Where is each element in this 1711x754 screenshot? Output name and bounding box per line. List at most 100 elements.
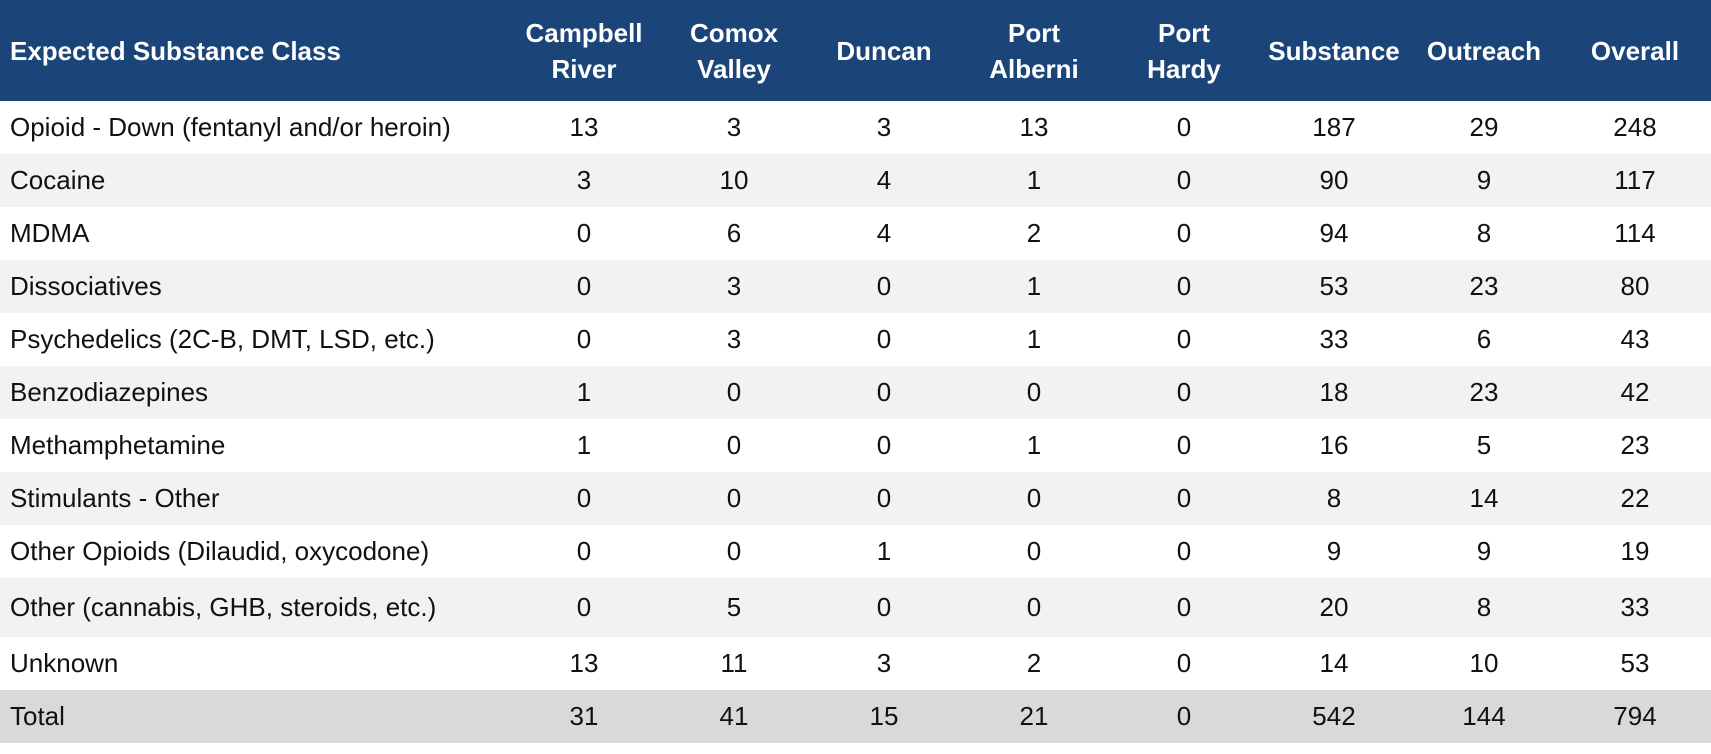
cell-value: 0 (576, 324, 592, 354)
cell-value: 8 (1326, 483, 1342, 513)
total-value: 542 (1312, 701, 1356, 731)
table-row: Dissociatives 0 3 0 1 0 53 23 80 (0, 260, 1711, 313)
row-label: Cocaine (10, 165, 106, 195)
cell-value: 0 (576, 592, 592, 622)
total-label: Total (10, 701, 65, 731)
table-body: Opioid - Down (fentanyl and/or heroin) 13… (0, 101, 1711, 690)
cell-value: 29 (1469, 112, 1499, 142)
cell-value: 9 (1476, 536, 1492, 566)
total-value: 144 (1462, 701, 1506, 731)
row-label: Unknown (10, 648, 119, 678)
cell-value: 9 (1326, 536, 1342, 566)
cell-value: 80 (1620, 271, 1650, 301)
total-value: 15 (869, 701, 899, 731)
cell-value: 23 (1620, 430, 1650, 460)
cell-value: 6 (1476, 324, 1492, 354)
header-row: Expected Substance Class Campbell River Co… (0, 0, 1711, 101)
table-row: Methamphetamine 1 0 0 1 0 16 5 23 (0, 419, 1711, 472)
cell-value: 0 (576, 483, 592, 513)
row-label: MDMA (10, 218, 90, 248)
column-header-expected-substance-class: Expected Substance Class (10, 35, 341, 66)
cell-value: 3 (726, 112, 742, 142)
row-label: Opioid - Down (fentanyl and/or heroin) (10, 112, 451, 142)
cell-value: 0 (1176, 430, 1192, 460)
cell-value: 19 (1620, 536, 1650, 566)
cell-value: 0 (876, 592, 892, 622)
cell-value: 10 (1469, 648, 1499, 678)
row-label: Stimulants - Other (10, 483, 220, 513)
cell-value: 11 (720, 648, 748, 678)
cell-value: 42 (1620, 377, 1650, 407)
cell-value: 0 (1026, 483, 1042, 513)
column-header-port-alberni: Port Alberni (989, 17, 1079, 84)
cell-value: 23 (1469, 377, 1499, 407)
cell-value: 23 (1469, 271, 1499, 301)
cell-value: 0 (876, 377, 892, 407)
table-row: Cocaine 3 10 4 1 0 90 9 117 (0, 154, 1711, 207)
cell-value: 0 (1176, 165, 1192, 195)
cell-value: 0 (1176, 377, 1192, 407)
cell-value: 117 (1614, 165, 1656, 195)
cell-value: 1 (576, 377, 592, 407)
cell-value: 18 (1319, 377, 1349, 407)
cell-value: 0 (1026, 536, 1042, 566)
column-header-port-hardy: Port Hardy (1147, 17, 1221, 84)
cell-value: 0 (876, 430, 892, 460)
cell-value: 53 (1319, 271, 1349, 301)
table-row: Benzodiazepines 1 0 0 0 0 18 23 42 (0, 366, 1711, 419)
cell-value: 0 (576, 271, 592, 301)
cell-value: 0 (726, 377, 742, 407)
cell-value: 0 (1176, 271, 1192, 301)
cell-value: 33 (1620, 592, 1650, 622)
cell-value: 0 (1176, 218, 1192, 248)
table-row: Opioid - Down (fentanyl and/or heroin) 13… (0, 101, 1711, 154)
column-header-outreach: Outreach (1426, 35, 1542, 66)
row-label: Benzodiazepines (10, 377, 209, 407)
cell-value: 9 (1476, 165, 1492, 195)
cell-value: 4 (876, 218, 892, 248)
row-label: Dissociatives (10, 271, 162, 301)
cell-value: 114 (1614, 218, 1656, 248)
cell-value: 94 (1319, 218, 1349, 248)
cell-value: 0 (1176, 592, 1192, 622)
table-row: Other (cannabis, GHB, steroids, etc.) 0 5 0… (0, 578, 1711, 637)
cell-value: 10 (719, 165, 749, 195)
total-value: 31 (569, 701, 599, 731)
cell-value: 13 (569, 112, 599, 142)
cell-value: 1 (1026, 165, 1042, 195)
cell-value: 1 (1026, 430, 1042, 460)
cell-value: 3 (576, 165, 592, 195)
cell-value: 0 (876, 324, 892, 354)
total-value: 41 (719, 701, 749, 731)
cell-value: 0 (1176, 536, 1192, 566)
row-label: Methamphetamine (10, 430, 226, 460)
cell-value: 1 (876, 536, 892, 566)
total-value: 21 (1019, 701, 1049, 731)
cell-value: 0 (876, 483, 892, 513)
cell-value: 43 (1620, 324, 1650, 354)
total-row: Total 31 41 15 21 0 542 144 794 (0, 690, 1711, 743)
cell-value: 0 (1176, 483, 1192, 513)
cell-value: 53 (1620, 648, 1650, 678)
table-row: MDMA 0 6 4 2 0 94 8 114 (0, 207, 1711, 260)
cell-value: 3 (726, 324, 742, 354)
column-header-comox-valley: Comox Valley (689, 17, 779, 84)
column-header-campbell-river: Campbell River (525, 17, 643, 84)
cell-value: 5 (726, 592, 742, 622)
cell-value: 2 (1026, 218, 1042, 248)
cell-value: 22 (1620, 483, 1650, 513)
cell-value: 0 (1176, 648, 1192, 678)
cell-value: 0 (1026, 592, 1042, 622)
cell-value: 13 (569, 648, 599, 678)
cell-value: 3 (876, 112, 892, 142)
cell-value: 1 (1026, 271, 1042, 301)
cell-value: 0 (576, 536, 592, 566)
row-label: Other Opioids (Dilaudid, oxycodone) (10, 536, 430, 566)
cell-value: 0 (726, 430, 742, 460)
cell-value: 3 (876, 648, 892, 678)
cell-value: 33 (1319, 324, 1349, 354)
column-header-duncan: Duncan (836, 35, 932, 66)
cell-value: 0 (876, 271, 892, 301)
cell-value: 6 (726, 218, 742, 248)
